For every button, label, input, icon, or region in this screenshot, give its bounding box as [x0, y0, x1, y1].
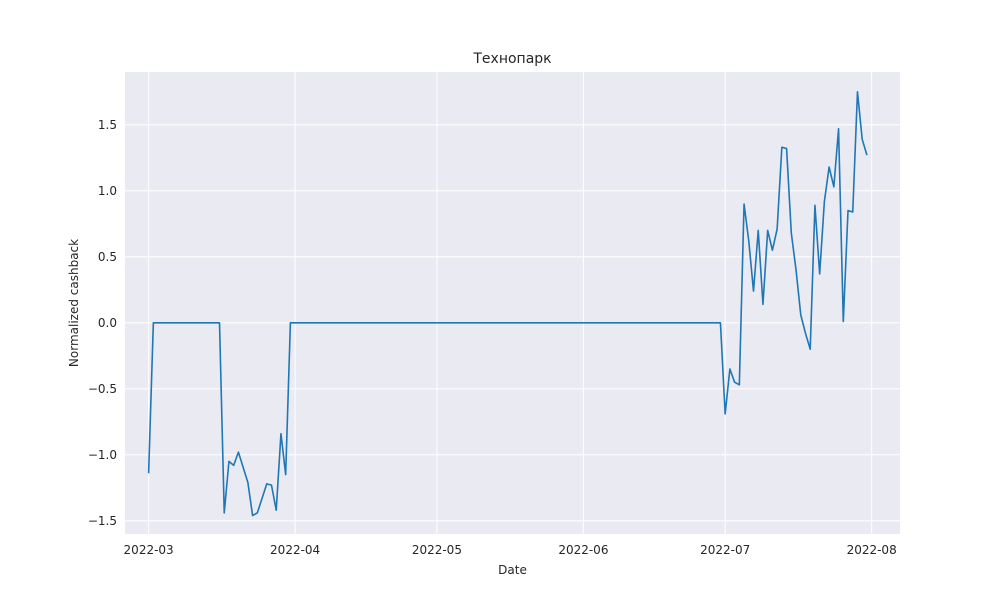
- y-tick-label: 1.0: [98, 184, 117, 198]
- x-axis-label: Date: [498, 563, 527, 577]
- y-tick-label: 1.5: [98, 118, 117, 132]
- y-tick-labels: −1.5 −1.0 −0.5 0.0 0.5 1.0 1.5: [88, 118, 117, 528]
- x-tick-label: 2022-08: [847, 543, 897, 557]
- chart-title: Технопарк: [472, 51, 551, 67]
- grid-lines: [125, 72, 900, 534]
- y-tick-label: −0.5: [88, 382, 117, 396]
- x-tick-label: 2022-06: [558, 543, 608, 557]
- plot-area: [125, 72, 900, 534]
- x-tick-label: 2022-07: [700, 543, 750, 557]
- x-tick-label: 2022-03: [124, 543, 174, 557]
- y-tick-label: −1.5: [88, 514, 117, 528]
- x-tick-label: 2022-05: [412, 543, 462, 557]
- y-tick-label: −1.0: [88, 448, 117, 462]
- x-tick-label: 2022-04: [270, 543, 320, 557]
- series-group: [147, 91, 868, 517]
- y-tick-label: 0.0: [98, 316, 117, 330]
- x-tick-labels: 2022-03 2022-04 2022-05 2022-06 2022-07 2022-…: [124, 543, 897, 557]
- y-tick-label: 0.5: [98, 250, 117, 264]
- y-axis-label: Normalized cashback: [67, 239, 81, 367]
- series-line: [147, 91, 868, 517]
